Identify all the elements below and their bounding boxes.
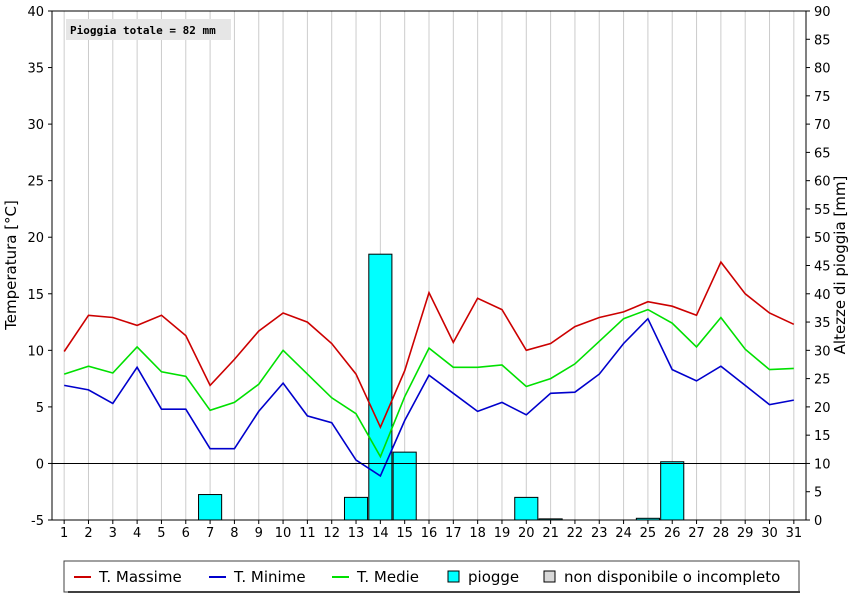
legend-swatch-box — [447, 570, 460, 583]
rain-bar — [343, 496, 369, 521]
grid — [63, 11, 795, 520]
legend-label: T. Minime — [233, 568, 306, 586]
axes — [48, 10, 810, 524]
x-tick-label: 28 — [713, 526, 730, 541]
series-line — [63, 260, 795, 430]
right-tick-label: 20 — [814, 401, 831, 416]
left-tick-label: -5 — [31, 514, 44, 529]
left-tick-label: 20 — [27, 231, 44, 246]
legend-label: piogge — [468, 568, 519, 586]
left-tick-label: 0 — [36, 457, 44, 472]
x-tick-label: 27 — [688, 526, 705, 541]
right-tick-label: 65 — [814, 146, 831, 161]
x-tick-label: 23 — [591, 526, 608, 541]
x-tick-label: 25 — [640, 526, 657, 541]
rain-total-annotation: Pioggia totale = 82 mm — [70, 24, 216, 37]
x-tick-label: 24 — [615, 526, 632, 541]
left-tick-label: 15 — [27, 288, 44, 303]
x-tick-label: 9 — [255, 526, 263, 541]
x-tick-label: 4 — [133, 526, 141, 541]
x-tick-label: 15 — [396, 526, 413, 541]
left-tick-label: 40 — [27, 5, 44, 20]
temperature-lines — [63, 260, 795, 478]
x-tick-label: 31 — [786, 526, 803, 541]
rain-bar — [660, 461, 685, 521]
x-tick-label: 26 — [664, 526, 681, 541]
rain-bar — [198, 494, 223, 521]
x-tick-label: 17 — [445, 526, 462, 541]
x-tick-label: 19 — [494, 526, 511, 541]
x-tick-label: 20 — [518, 526, 535, 541]
left-tick-label: 10 — [27, 344, 44, 359]
right-tick-label: 45 — [814, 260, 831, 275]
rain-bar — [368, 253, 393, 521]
left-tick-label: 30 — [27, 118, 44, 133]
x-tick-label: 21 — [542, 526, 559, 541]
left-tick-label: 35 — [27, 62, 44, 77]
right-axis-title: Altezze di pioggia [mm] — [831, 176, 849, 355]
x-tick-label: 2 — [84, 526, 92, 541]
x-tick-label: 10 — [275, 526, 292, 541]
right-tick-label: 90 — [814, 5, 831, 20]
left-tick-label: 5 — [36, 401, 44, 416]
legend-label: T. Medie — [356, 568, 419, 586]
legend-frame — [63, 560, 800, 593]
right-tick-label: 15 — [814, 429, 831, 444]
x-tick-label: 12 — [323, 526, 340, 541]
series-line — [63, 308, 794, 459]
right-tick-label: 40 — [814, 288, 831, 303]
x-tick-label: 29 — [737, 526, 754, 541]
right-tick-label: 10 — [814, 457, 831, 472]
rain-bar — [514, 496, 539, 521]
right-tick-label: 60 — [814, 175, 831, 190]
legend-label: non disponibile o incompleto — [564, 568, 780, 586]
annotation-box — [66, 19, 231, 40]
x-tick-label: 11 — [299, 526, 316, 541]
left-tick-label: 25 — [27, 175, 44, 190]
right-tick-label: 55 — [814, 203, 831, 218]
right-tick-label: 50 — [814, 231, 831, 246]
x-tick-label: 30 — [761, 526, 778, 541]
x-tick-label: 6 — [182, 526, 190, 541]
x-tick-label: 8 — [230, 526, 238, 541]
rain-bars — [198, 253, 685, 521]
x-tick-label: 13 — [348, 526, 365, 541]
legend-label: T. Massime — [98, 568, 182, 586]
tick-labels: -505101520253035400510152025303540455055… — [27, 5, 830, 541]
x-tick-label: 3 — [109, 526, 117, 541]
x-tick-label: 14 — [372, 526, 389, 541]
right-tick-label: 85 — [814, 33, 831, 48]
legend-swatch-box — [543, 570, 556, 583]
x-tick-label: 22 — [567, 526, 584, 541]
series-line — [64, 317, 794, 478]
x-tick-label: 7 — [206, 526, 214, 541]
right-tick-label: 0 — [814, 514, 822, 529]
x-tick-label: 1 — [60, 526, 68, 541]
right-tick-label: 75 — [814, 90, 831, 105]
right-tick-label: 25 — [814, 373, 831, 388]
x-tick-label: 5 — [157, 526, 165, 541]
left-axis-title: Temperatura [°C] — [2, 200, 20, 331]
right-tick-label: 80 — [814, 62, 831, 77]
right-tick-label: 70 — [814, 118, 831, 133]
legend: T. Massime T. Minime T. Medie piogge non dis… — [63, 560, 800, 593]
right-tick-label: 35 — [814, 316, 831, 331]
rain-bar — [392, 451, 417, 521]
x-tick-label: 18 — [469, 526, 486, 541]
right-tick-label: 5 — [814, 486, 822, 501]
x-tick-label: 16 — [421, 526, 438, 541]
right-tick-label: 30 — [814, 344, 831, 359]
